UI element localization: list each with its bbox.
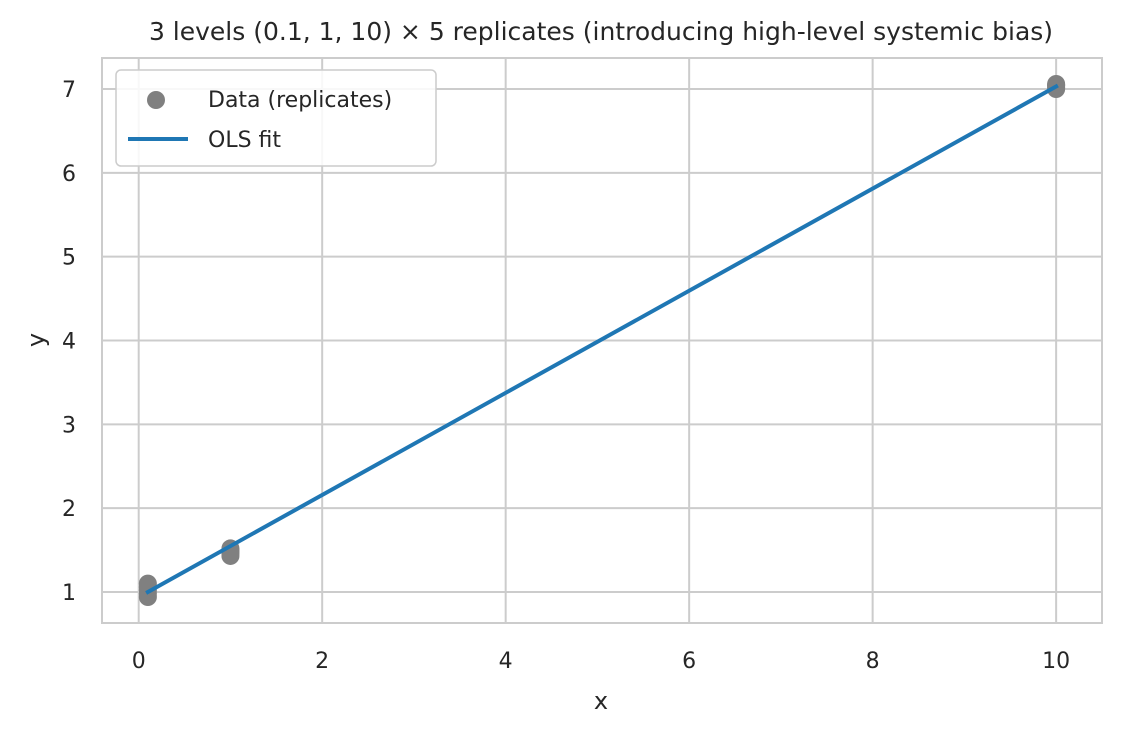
x-tick-label: 2 bbox=[315, 649, 329, 674]
y-tick-label: 1 bbox=[62, 581, 76, 606]
x-tick-labels: 0 2 4 6 8 10 bbox=[132, 649, 1070, 674]
legend-box bbox=[115, 69, 437, 167]
marks bbox=[138, 74, 1066, 607]
x-tick-label: 10 bbox=[1042, 649, 1070, 674]
y-tick-label: 6 bbox=[62, 162, 76, 187]
plot-frame bbox=[101, 57, 1103, 624]
legend-label-line: OLS fit bbox=[208, 128, 281, 153]
x-tick-label: 6 bbox=[682, 649, 696, 674]
legend-label-scatter: Data (replicates) bbox=[208, 88, 392, 113]
y-tick-labels: 1 2 3 4 5 6 7 bbox=[62, 78, 76, 606]
y-axis-label: y bbox=[22, 333, 50, 347]
legend: Data (replicates) OLS fit bbox=[115, 69, 437, 167]
legend-marker-scatter bbox=[147, 91, 165, 109]
y-tick-label: 7 bbox=[62, 78, 76, 103]
x-tick-label: 8 bbox=[866, 649, 880, 674]
x-tick-label: 4 bbox=[499, 649, 513, 674]
y-tick-label: 4 bbox=[62, 330, 76, 355]
grid bbox=[102, 58, 1102, 623]
chart-title: 3 levels (0.1, 1, 10) × 5 replicates (in… bbox=[149, 17, 1053, 46]
y-tick-label: 3 bbox=[62, 413, 76, 438]
y-tick-label: 2 bbox=[62, 497, 76, 522]
ols-fit-line bbox=[145, 83, 1059, 595]
x-axis-label: x bbox=[594, 687, 608, 715]
y-tick-label: 5 bbox=[62, 246, 76, 271]
x-tick-label: 0 bbox=[132, 649, 146, 674]
